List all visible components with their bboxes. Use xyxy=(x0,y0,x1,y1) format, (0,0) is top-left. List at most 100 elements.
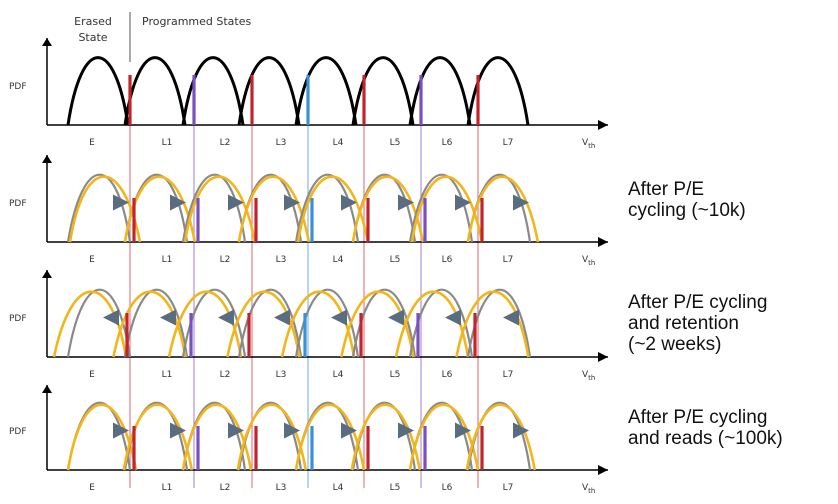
state-label-l5: L5 xyxy=(390,255,401,265)
state-label-l5: L5 xyxy=(390,483,401,493)
state-label-e: E xyxy=(89,138,95,148)
reference-distribution-l3 xyxy=(237,288,303,358)
y-axis-arrowhead xyxy=(42,385,52,393)
reference-distribution-l5 xyxy=(351,288,417,358)
state-label-l3: L3 xyxy=(276,370,287,380)
distribution-l7 xyxy=(466,56,530,126)
y-axis-arrowhead xyxy=(42,270,52,278)
y-axis-label: PDF xyxy=(9,427,27,437)
distribution-e xyxy=(66,56,130,126)
distribution-l4 xyxy=(294,56,358,126)
programmed-states-label: Programmed States xyxy=(142,15,251,28)
x-axis-label: Vth xyxy=(582,255,595,267)
state-label-l1: L1 xyxy=(162,370,173,380)
state-label-l2: L2 xyxy=(220,255,231,265)
panel-4: PDF Vth E L1 L2 L3 L4 L5 L6 L7 xyxy=(9,385,608,495)
reference-distribution-l2 xyxy=(181,288,247,358)
state-label-l4: L4 xyxy=(333,370,344,380)
state-label-e: E xyxy=(89,255,95,265)
erased-state-label-line2: State xyxy=(78,31,107,44)
reference-distribution-l4 xyxy=(294,288,360,358)
state-label-l6: L6 xyxy=(442,370,453,380)
y-axis-arrowhead xyxy=(42,155,52,163)
state-label-l7: L7 xyxy=(503,255,514,265)
shifted-distribution-l4 xyxy=(296,175,370,243)
reference-distribution-l6 xyxy=(408,173,474,243)
shifted-distribution-l6 xyxy=(408,403,480,471)
state-label-l6: L6 xyxy=(442,255,453,265)
state-label-l1: L1 xyxy=(162,138,173,148)
x-axis-arrowhead xyxy=(598,352,608,362)
panel-1: PDF Vth E L1 L2 L3 L4 L5 L6 L7 xyxy=(9,38,608,150)
shifted-distribution-l2 xyxy=(183,175,257,243)
caption-panel-4: After P/E cycling and reads (~100k) xyxy=(628,407,783,449)
state-label-l1: L1 xyxy=(162,483,173,493)
x-axis-label: Vth xyxy=(582,370,595,382)
caption-panel-3-line-2: and retention xyxy=(628,313,739,334)
caption-panel-3: After P/E cycling and retention (~2 week… xyxy=(628,292,767,355)
state-label-l6: L6 xyxy=(442,138,453,148)
distribution-panels: PDF Vth E L1 L2 L3 L4 L5 L6 L7 PDF Vth E L1 L2 L3 L4 L5 L6… xyxy=(9,38,608,495)
state-label-l2: L2 xyxy=(220,483,231,493)
reference-distribution-l7 xyxy=(466,401,532,471)
panel-3: PDF Vth E L1 L2 L3 L4 L5 L6 L7 xyxy=(9,270,608,382)
state-label-l6: L6 xyxy=(442,483,453,493)
distribution-l3 xyxy=(237,56,301,126)
shifted-distribution-l5 xyxy=(340,290,415,358)
reference-distribution-l4 xyxy=(294,173,360,243)
state-label-l3: L3 xyxy=(276,483,287,493)
shifted-distribution-l6 xyxy=(394,290,470,358)
shifted-distribution-l7 xyxy=(465,403,537,471)
caption-panel-2-line-2: cycling (~10k) xyxy=(628,200,746,221)
x-axis-label: Vth xyxy=(582,483,595,495)
distribution-l5 xyxy=(351,56,415,126)
state-label-l3: L3 xyxy=(276,255,287,265)
state-label-l4: L4 xyxy=(333,483,344,493)
state-label-l5: L5 xyxy=(390,370,401,380)
state-label-l7: L7 xyxy=(503,370,514,380)
erased-state-label-line1: Erased xyxy=(74,15,112,28)
shifted-distribution-l7 xyxy=(455,290,530,358)
shifted-distribution-l3 xyxy=(236,403,308,471)
y-axis-label: PDF xyxy=(9,82,27,92)
state-label-l4: L4 xyxy=(333,255,344,265)
reference-distribution-l6 xyxy=(408,288,474,358)
x-axis-arrowhead xyxy=(598,120,608,130)
state-label-l2: L2 xyxy=(220,138,231,148)
shifted-distribution-l1 xyxy=(122,403,194,471)
caption-panel-4-line-1: After P/E cycling xyxy=(628,407,768,428)
x-axis-arrowhead xyxy=(598,237,608,247)
state-label-l4: L4 xyxy=(333,138,344,148)
distribution-l6 xyxy=(408,56,472,126)
distribution-l2 xyxy=(181,56,245,126)
caption-panel-2: After P/E cycling (~10k) xyxy=(628,179,746,221)
state-label-e: E xyxy=(89,483,95,493)
reference-distribution-l1 xyxy=(123,288,189,358)
reference-distribution-l2 xyxy=(181,173,247,243)
y-axis-label: PDF xyxy=(9,199,27,209)
caption-panel-4-line-2: and reads (~100k) xyxy=(628,428,783,449)
x-axis-arrowhead xyxy=(598,465,608,475)
caption-panel-3-line-3: (~2 weeks) xyxy=(628,334,722,355)
caption-panel-2-line-1: After P/E xyxy=(628,179,705,200)
caption-panel-3-line-1: After P/E cycling xyxy=(628,292,768,313)
shifted-distribution-l1 xyxy=(112,290,187,358)
distribution-l1 xyxy=(123,56,187,126)
y-axis-arrowhead xyxy=(42,38,52,46)
y-axis-label: PDF xyxy=(9,314,27,324)
state-label-l3: L3 xyxy=(276,138,287,148)
state-label-l2: L2 xyxy=(220,370,231,380)
state-label-l7: L7 xyxy=(503,483,514,493)
reference-distribution-e xyxy=(66,173,132,243)
state-label-l5: L5 xyxy=(390,138,401,148)
panel-2: PDF Vth E L1 L2 L3 L4 L5 L6 L7 xyxy=(9,155,608,267)
shifted-distribution-l7 xyxy=(466,175,540,243)
reference-distribution-e xyxy=(66,288,132,358)
state-label-e: E xyxy=(89,370,95,380)
state-label-l1: L1 xyxy=(162,255,173,265)
x-axis-label: Vth xyxy=(582,138,595,150)
state-label-l7: L7 xyxy=(503,138,514,148)
shifted-distribution-l5 xyxy=(350,403,422,471)
shifted-distribution-l3 xyxy=(226,290,301,358)
